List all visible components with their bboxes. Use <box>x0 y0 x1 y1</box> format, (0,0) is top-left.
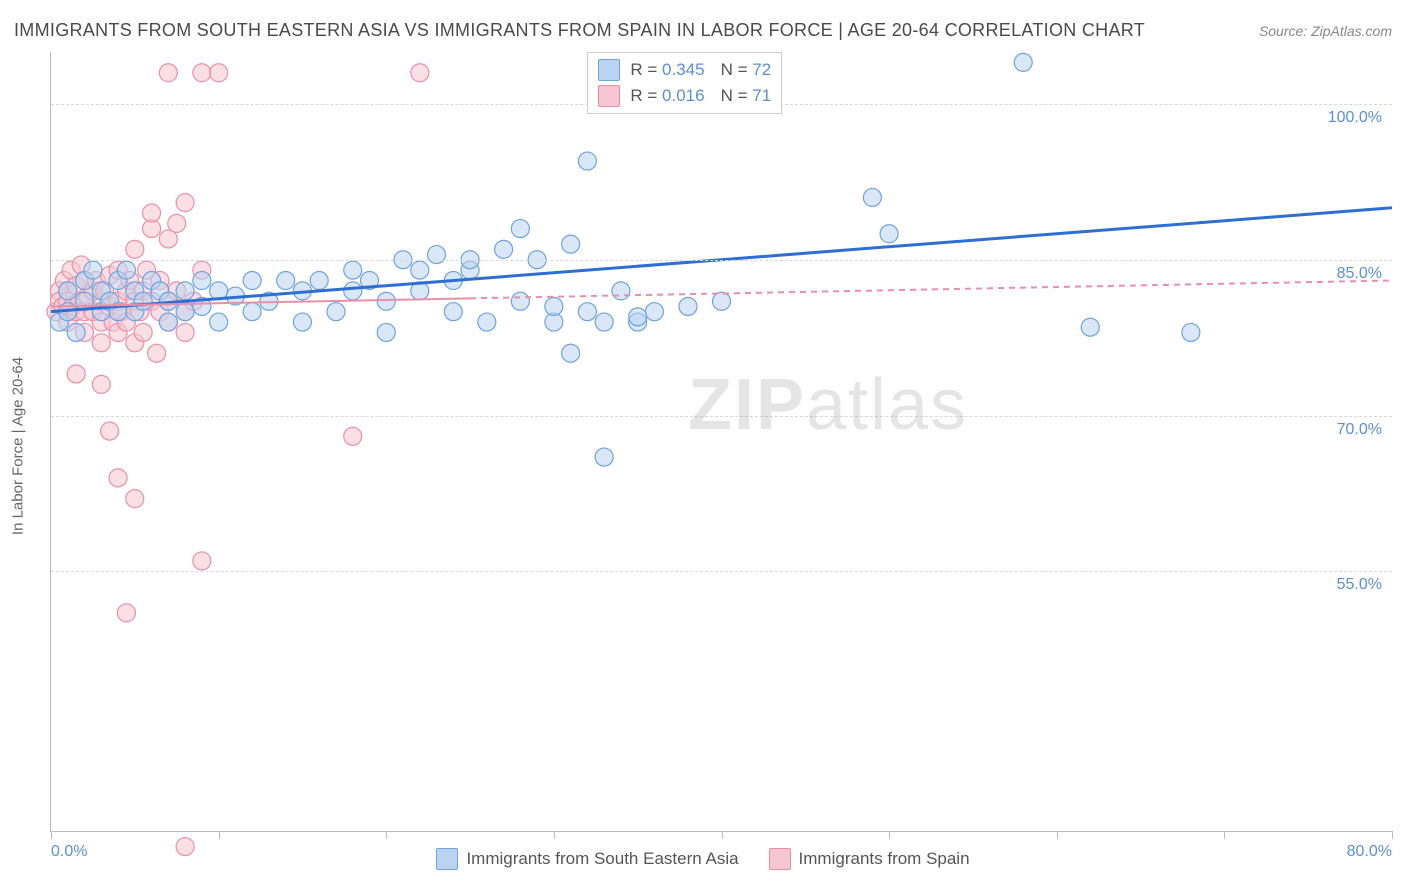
scatter-point <box>59 282 77 300</box>
y-axis-label: In Labor Force | Age 20-64 <box>10 357 27 535</box>
scatter-point <box>134 292 152 310</box>
legend-stats-row: R = 0.345N = 72 <box>598 57 771 83</box>
scatter-point <box>1081 318 1099 336</box>
scatter-point <box>84 261 102 279</box>
bottom-legend: Immigrants from South Eastern Asia Immigr… <box>0 848 1406 870</box>
plot-area: 55.0%70.0%85.0%100.0%0.0%80.0%ZIPatlasR … <box>50 52 1392 832</box>
scatter-point <box>67 365 85 383</box>
scatter-point <box>148 344 166 362</box>
x-tick <box>1057 831 1058 839</box>
scatter-point <box>117 604 135 622</box>
scatter-point <box>126 490 144 508</box>
legend-swatch <box>436 848 458 870</box>
scatter-point <box>67 323 85 341</box>
scatter-point <box>344 427 362 445</box>
scatter-point <box>327 303 345 321</box>
scatter-point <box>92 334 110 352</box>
scatter-point <box>168 214 186 232</box>
source-label: Source: ZipAtlas.com <box>1259 23 1392 39</box>
scatter-point <box>193 272 211 290</box>
scatter-point <box>562 235 580 253</box>
legend-item: Immigrants from South Eastern Asia <box>436 848 738 870</box>
scatter-point <box>863 188 881 206</box>
gridline <box>51 416 1392 417</box>
scatter-point <box>243 303 261 321</box>
scatter-point <box>495 240 513 258</box>
scatter-point <box>176 323 194 341</box>
x-tick <box>554 831 555 839</box>
scatter-point <box>243 272 261 290</box>
scatter-point <box>444 303 462 321</box>
y-tick-label: 55.0% <box>1337 576 1382 594</box>
scatter-point <box>193 552 211 570</box>
legend-item: Immigrants from Spain <box>769 848 970 870</box>
scatter-point <box>193 64 211 82</box>
scatter-point <box>629 308 647 326</box>
scatter-point <box>511 220 529 238</box>
y-tick-label: 70.0% <box>1337 421 1382 439</box>
gridline <box>51 571 1392 572</box>
chart-svg <box>51 52 1392 831</box>
x-tick <box>1392 831 1393 839</box>
trend-line <box>470 281 1392 299</box>
x-tick <box>386 831 387 839</box>
scatter-point <box>562 344 580 362</box>
scatter-point <box>578 303 596 321</box>
legend-swatch <box>769 848 791 870</box>
scatter-point <box>210 64 228 82</box>
scatter-point <box>176 194 194 212</box>
scatter-point <box>595 313 613 331</box>
legend-label: Immigrants from Spain <box>799 849 970 869</box>
scatter-point <box>176 282 194 300</box>
gridline <box>51 260 1392 261</box>
scatter-point <box>344 261 362 279</box>
scatter-point <box>92 375 110 393</box>
scatter-point <box>176 303 194 321</box>
scatter-point <box>126 240 144 258</box>
x-tick <box>51 831 52 839</box>
scatter-point <box>310 272 328 290</box>
legend-swatch <box>598 85 620 107</box>
scatter-point <box>428 246 446 264</box>
scatter-point <box>545 297 563 315</box>
scatter-point <box>578 152 596 170</box>
x-tick <box>722 831 723 839</box>
scatter-point <box>1014 53 1032 71</box>
legend-stats-box: R = 0.345N = 72R = 0.016N = 71 <box>587 52 782 114</box>
scatter-point <box>277 272 295 290</box>
scatter-point <box>109 469 127 487</box>
legend-swatch <box>598 59 620 81</box>
scatter-point <box>880 225 898 243</box>
y-tick-label: 85.0% <box>1337 265 1382 283</box>
x-tick <box>1224 831 1225 839</box>
scatter-point <box>344 282 362 300</box>
y-tick-label: 100.0% <box>1328 109 1382 127</box>
scatter-point <box>713 292 731 310</box>
scatter-point <box>377 323 395 341</box>
legend-label: Immigrants from South Eastern Asia <box>466 849 738 869</box>
scatter-point <box>101 422 119 440</box>
chart-title: IMMIGRANTS FROM SOUTH EASTERN ASIA VS IM… <box>14 20 1145 41</box>
scatter-point <box>210 313 228 331</box>
scatter-point <box>679 297 697 315</box>
scatter-point <box>612 282 630 300</box>
scatter-point <box>159 64 177 82</box>
scatter-point <box>595 448 613 466</box>
scatter-point <box>293 313 311 331</box>
scatter-point <box>143 204 161 222</box>
scatter-point <box>117 261 135 279</box>
scatter-point <box>645 303 663 321</box>
scatter-point <box>134 323 152 341</box>
legend-stats-row: R = 0.016N = 71 <box>598 83 771 109</box>
x-tick <box>889 831 890 839</box>
scatter-point <box>511 292 529 310</box>
scatter-point <box>411 64 429 82</box>
x-tick <box>219 831 220 839</box>
scatter-point <box>1182 323 1200 341</box>
scatter-point <box>411 261 429 279</box>
scatter-point <box>159 313 177 331</box>
scatter-point <box>478 313 496 331</box>
scatter-point <box>377 292 395 310</box>
